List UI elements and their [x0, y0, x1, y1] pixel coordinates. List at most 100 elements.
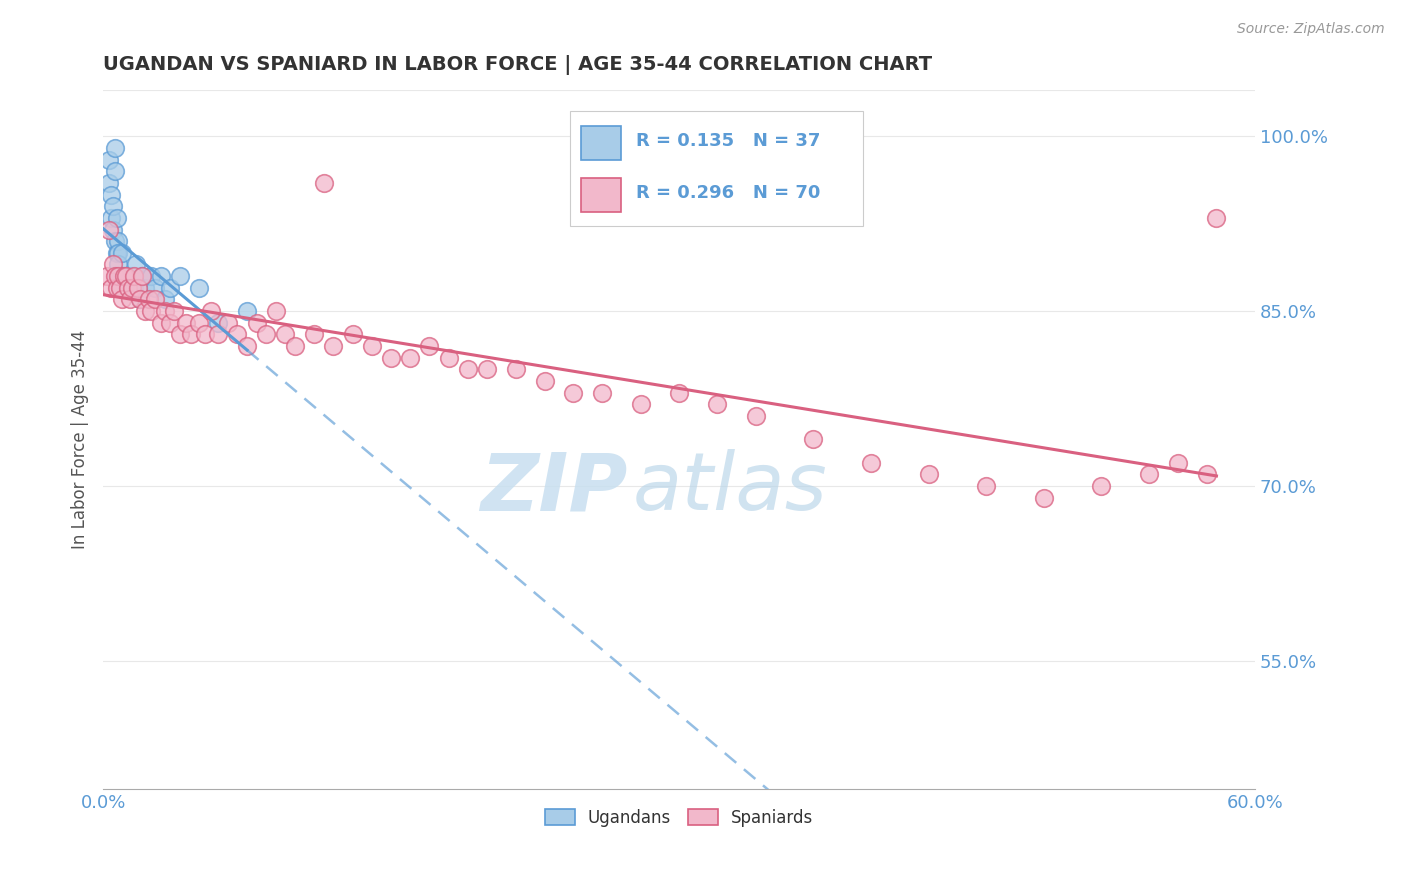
Point [254, 327, 277, 342]
Point [207, 327, 229, 342]
Point [107, 234, 129, 248]
Point [153, 293, 176, 307]
Point [149, 316, 172, 330]
Point [284, 339, 307, 353]
Point [105, 245, 128, 260]
Point [917, 467, 939, 482]
Point [342, 327, 364, 342]
Point [174, 316, 197, 330]
Point [1137, 467, 1160, 482]
Point [180, 327, 202, 342]
Point [97, 153, 120, 167]
Point [131, 269, 153, 284]
Point [1032, 491, 1054, 505]
Point [122, 281, 145, 295]
Point [128, 293, 150, 307]
Point [246, 316, 269, 330]
Point [134, 304, 156, 318]
Point [745, 409, 768, 423]
Point [533, 374, 555, 388]
Point [104, 164, 127, 178]
Point [1167, 456, 1189, 470]
Point [118, 269, 141, 284]
Point [200, 304, 222, 318]
FancyBboxPatch shape [581, 126, 621, 160]
Point [163, 304, 186, 318]
Point [111, 269, 134, 284]
Point [859, 456, 882, 470]
Point [100, 187, 122, 202]
Point [143, 293, 166, 307]
Point [107, 258, 129, 272]
Point [104, 234, 127, 248]
Point [591, 385, 613, 400]
Point [304, 327, 326, 342]
Point [110, 269, 132, 284]
Point [505, 362, 527, 376]
Text: Source: ZipAtlas.com: Source: ZipAtlas.com [1237, 22, 1385, 37]
Point [128, 293, 150, 307]
FancyBboxPatch shape [581, 178, 621, 212]
Point [111, 293, 134, 307]
Point [118, 293, 141, 307]
Point [1205, 211, 1227, 225]
Point [312, 176, 335, 190]
Point [143, 281, 166, 295]
Point [706, 397, 728, 411]
Point [105, 269, 128, 284]
Point [236, 339, 259, 353]
Point [801, 433, 824, 447]
Text: atlas: atlas [633, 450, 828, 527]
Point [207, 316, 229, 330]
Point [457, 362, 479, 376]
Point [107, 245, 129, 260]
Point [115, 269, 138, 284]
Point [1090, 479, 1112, 493]
Point [127, 281, 149, 295]
Point [264, 304, 287, 318]
Point [194, 327, 217, 342]
Point [105, 211, 128, 225]
Point [104, 141, 127, 155]
Point [322, 339, 344, 353]
Point [112, 269, 135, 284]
Point [121, 281, 143, 295]
Point [125, 258, 148, 272]
Point [630, 397, 652, 411]
Text: ZIP: ZIP [479, 450, 627, 527]
Point [101, 199, 124, 213]
Point [131, 269, 153, 284]
Y-axis label: In Labor Force | Age 35-44: In Labor Force | Age 35-44 [72, 330, 89, 549]
Point [122, 269, 145, 284]
Point [217, 316, 239, 330]
Point [105, 281, 128, 295]
Point [437, 351, 460, 365]
Point [107, 269, 129, 284]
Point [169, 269, 191, 284]
Point [110, 281, 132, 295]
Text: R = 0.296   N = 70: R = 0.296 N = 70 [637, 184, 821, 202]
Point [100, 211, 122, 225]
Point [104, 269, 127, 284]
Point [115, 269, 138, 284]
Point [100, 281, 122, 295]
Point [399, 351, 422, 365]
Point [226, 327, 249, 342]
Point [97, 176, 120, 190]
Point [1195, 467, 1218, 482]
Point [138, 293, 160, 307]
Point [97, 222, 120, 236]
Point [274, 327, 297, 342]
Legend: Ugandans, Spaniards: Ugandans, Spaniards [538, 802, 820, 833]
Point [117, 281, 139, 295]
Point [236, 304, 259, 318]
Point [360, 339, 382, 353]
Point [169, 327, 191, 342]
Point [134, 281, 156, 295]
Point [101, 222, 124, 236]
Text: UGANDAN VS SPANIARD IN LABOR FORCE | AGE 35-44 CORRELATION CHART: UGANDAN VS SPANIARD IN LABOR FORCE | AGE… [103, 55, 932, 75]
Point [110, 281, 132, 295]
Point [562, 385, 585, 400]
Point [139, 304, 162, 318]
FancyBboxPatch shape [569, 111, 863, 226]
